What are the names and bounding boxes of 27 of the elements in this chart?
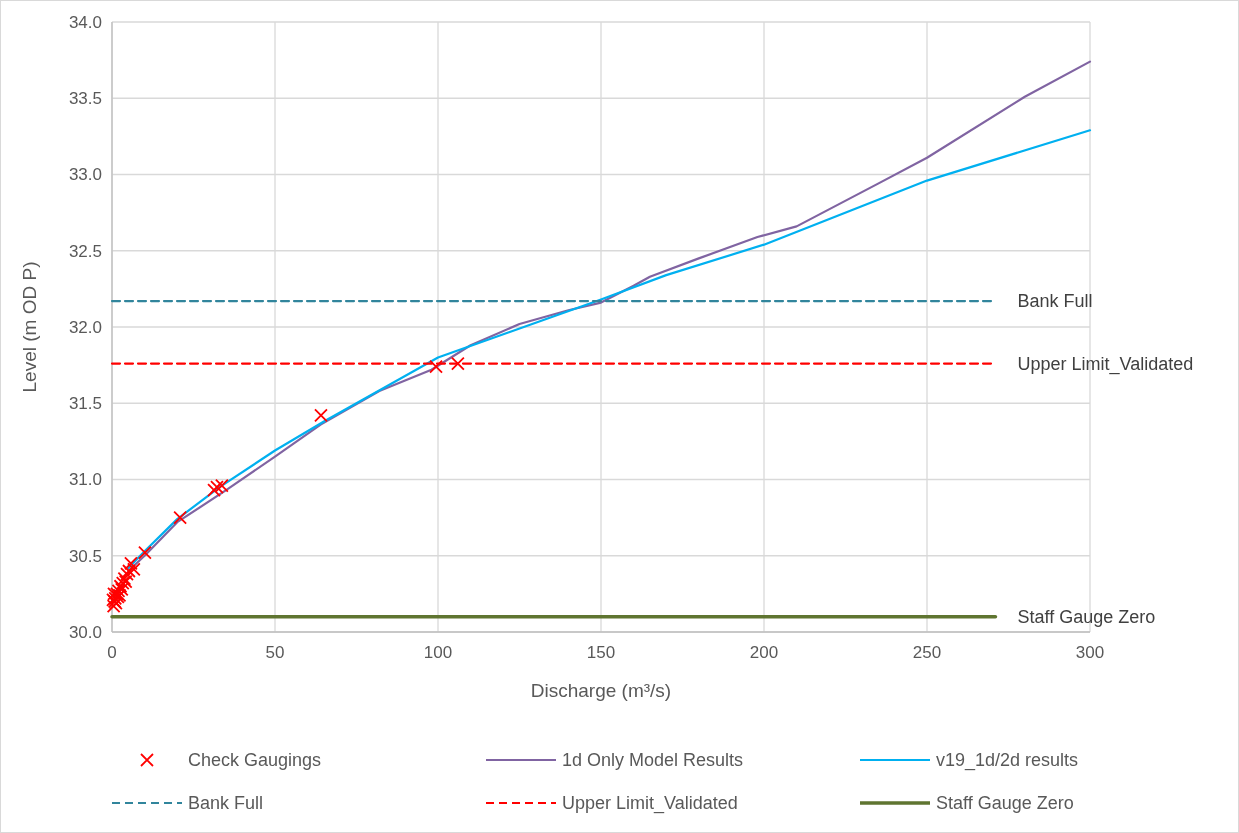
y-tick-label: 33.5	[68, 89, 102, 109]
text: Upper Limit_Validated	[1017, 353, 1194, 374]
legend-label: Staff Gauge Zero	[936, 793, 1074, 814]
legend-label: 1d Only Model Results	[562, 750, 744, 771]
x-tick-label: 100	[423, 643, 453, 662]
x-tick-label: 200	[749, 643, 779, 662]
y-tick-label: 30.5	[68, 546, 102, 566]
y-axis-title: Level (m OD P)	[19, 261, 40, 393]
legend-label: Bank Full	[188, 793, 264, 814]
x-tick-label: 150	[586, 643, 616, 662]
x-tick-label: 300	[1075, 643, 1105, 662]
y-tick-label: 31.5	[68, 394, 102, 414]
y-tick-label: 31.0	[68, 470, 102, 490]
y-tick-label: 32.5	[68, 241, 102, 261]
x-tick-label: 0	[107, 643, 117, 662]
y-tick-label: 30.0	[68, 622, 102, 642]
y-tick-label: 32.0	[68, 317, 102, 337]
y-tick-label: 34.0	[68, 12, 102, 32]
text: Staff Gauge Zero	[1017, 607, 1156, 628]
x-tick-label: 50	[265, 643, 285, 662]
legend-label: Check Gaugings	[188, 750, 322, 771]
legend-label: Upper Limit_Validated	[562, 793, 738, 815]
y-tick-label: 33.0	[68, 165, 102, 185]
x-axis-title: Discharge (m³/s)	[530, 680, 672, 701]
x-tick-label: 250	[912, 643, 942, 662]
text: Bank Full	[1017, 291, 1093, 312]
legend-label: v19_1d/2d results	[936, 750, 1079, 772]
